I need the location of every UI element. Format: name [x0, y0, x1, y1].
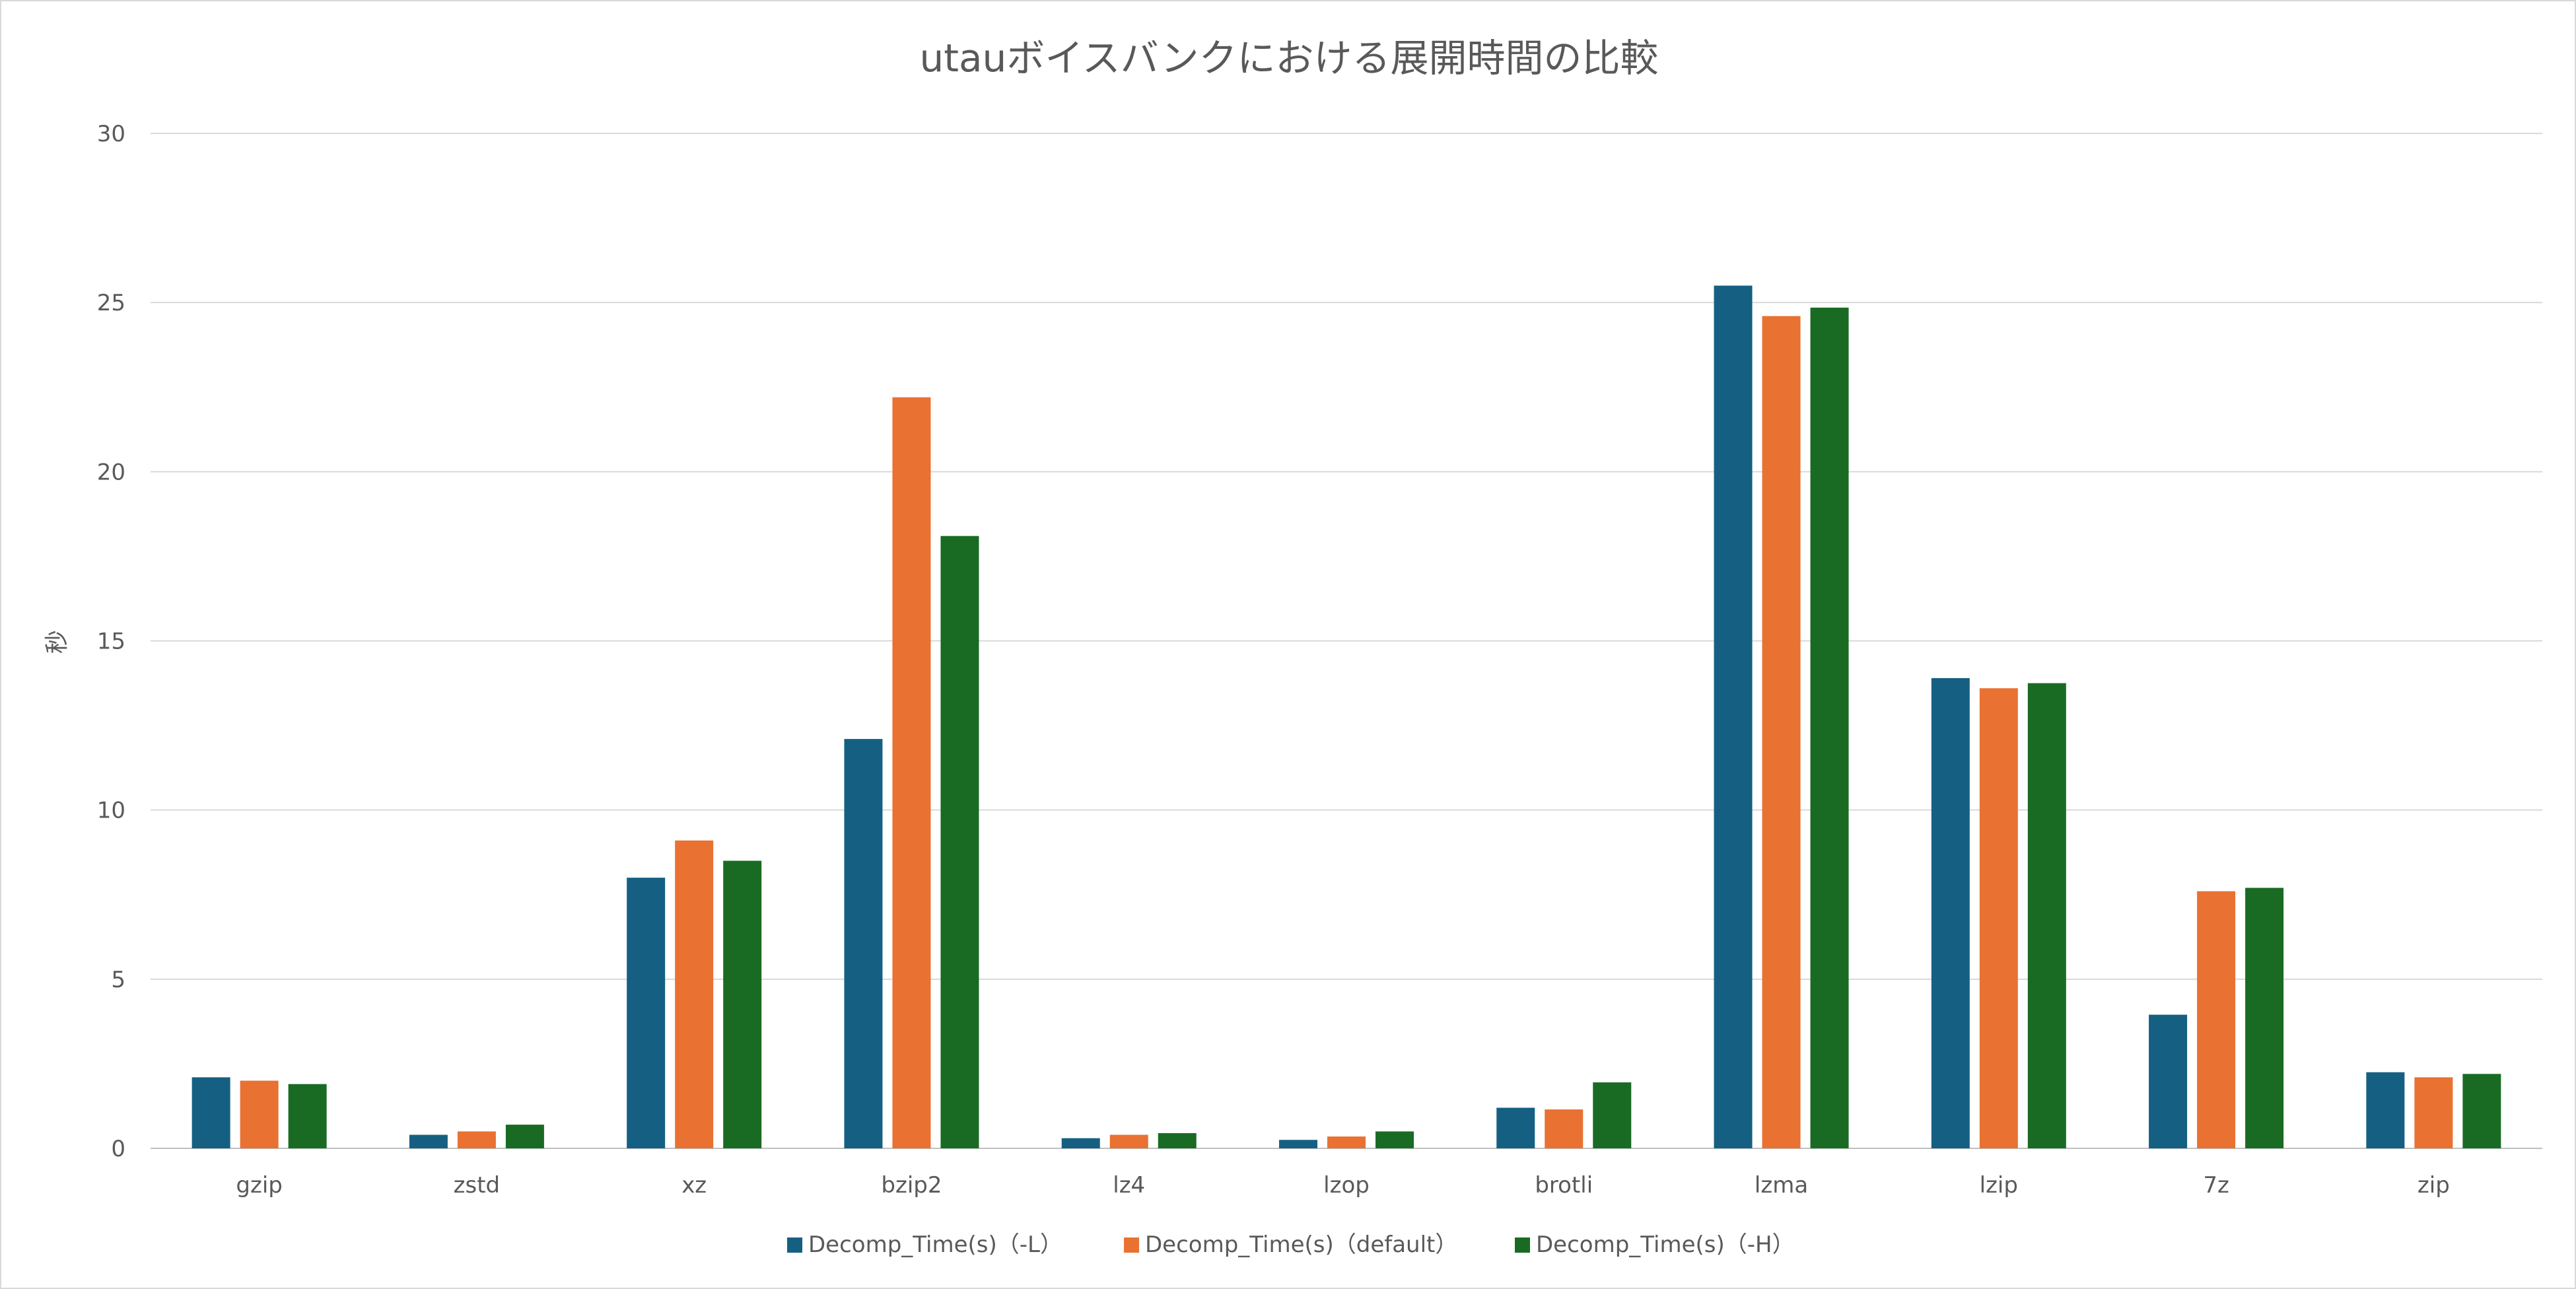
- bar-lzip-series-3: [2027, 683, 2066, 1148]
- bar-lzma-series-1: [1714, 285, 1753, 1148]
- bar-lzip-series-2: [1979, 688, 2018, 1148]
- legend-swatch: [1515, 1237, 1530, 1253]
- bar-zip-series-1: [2366, 1072, 2405, 1148]
- x-tick-label: zip: [2418, 1172, 2450, 1199]
- x-tick-label: xz: [681, 1172, 707, 1199]
- bar-lzip-series-1: [1931, 678, 1970, 1148]
- bar-lz4-series-2: [1109, 1134, 1148, 1148]
- bar-lzop-series-3: [1375, 1131, 1414, 1148]
- bar-lz4-series-1: [1061, 1138, 1100, 1148]
- bar-gzip-series-2: [240, 1080, 279, 1148]
- bars: [191, 285, 2501, 1148]
- legend: Decomp_Time(s)（-L） Decomp_Time(s)（default…: [787, 1232, 1795, 1258]
- bar-lzop-series-2: [1327, 1136, 1366, 1148]
- bar-bzip2-series-1: [844, 739, 883, 1148]
- y-tick-label: 25: [97, 290, 125, 316]
- y-axis-label: 秒: [44, 630, 71, 654]
- x-tick-label: lz4: [1113, 1172, 1145, 1199]
- bar-zip-series-2: [2414, 1077, 2453, 1148]
- legend-label: Decomp_Time(s)（default）: [1145, 1232, 1457, 1258]
- chart-title: utauボイスバンクにおける展開時間の比較: [920, 36, 1659, 81]
- legend-swatch: [787, 1237, 802, 1253]
- bar-brotli-series-1: [1496, 1107, 1535, 1148]
- bar-lzma-series-2: [1762, 316, 1801, 1148]
- x-tick-label: 7z: [2203, 1172, 2229, 1199]
- x-tick-label: lzop: [1323, 1172, 1370, 1199]
- legend-item: Decomp_Time(s)（-H）: [1515, 1232, 1795, 1258]
- y-tick-label: 20: [97, 459, 125, 485]
- y-tick-label: 5: [111, 967, 125, 993]
- legend-label: Decomp_Time(s)（-L）: [808, 1232, 1062, 1258]
- y-tick-label: 0: [111, 1136, 125, 1162]
- x-tick-label: lzma: [1755, 1172, 1808, 1199]
- x-tick-label: zstd: [454, 1172, 500, 1199]
- bar-7z-series-3: [2245, 888, 2284, 1148]
- x-tick-label: lzip: [1980, 1172, 2018, 1199]
- bar-xz-series-2: [675, 840, 714, 1148]
- legend-item: Decomp_Time(s)（-L）: [787, 1232, 1062, 1258]
- x-tick-label: bzip2: [881, 1172, 942, 1199]
- bar-gzip-series-1: [191, 1077, 230, 1148]
- bar-bzip2-series-2: [892, 397, 931, 1148]
- y-tick-label: 30: [97, 121, 125, 147]
- bar-brotli-series-2: [1545, 1109, 1584, 1148]
- bar-zstd-series-3: [505, 1125, 544, 1148]
- bar-lzma-series-3: [1810, 307, 1849, 1148]
- bar-lzop-series-1: [1279, 1140, 1317, 1148]
- legend-item: Decomp_Time(s)（default）: [1124, 1232, 1457, 1258]
- gridlines: [151, 133, 2542, 1149]
- y-axis-ticks: 0 5 10 15 20 25 30: [97, 121, 125, 1162]
- bar-lz4-series-3: [1158, 1132, 1197, 1148]
- y-tick-label: 15: [97, 629, 125, 655]
- bar-bzip2-series-3: [940, 536, 979, 1148]
- bar-xz-series-3: [723, 860, 762, 1148]
- bar-gzip-series-3: [288, 1084, 327, 1148]
- bar-zstd-series-2: [457, 1131, 496, 1148]
- legend-label: Decomp_Time(s)（-H）: [1536, 1232, 1795, 1258]
- x-axis-ticks: gzip zstd xz bzip2 lz4 lzop brotli lzma lzip 7z zi…: [236, 1172, 2449, 1199]
- y-tick-label: 10: [97, 798, 125, 824]
- bar-7z-series-1: [2149, 1014, 2188, 1148]
- bar-brotli-series-3: [1593, 1082, 1632, 1148]
- bar-zip-series-3: [2462, 1074, 2501, 1148]
- bar-xz-series-1: [627, 878, 666, 1148]
- x-tick-label: gzip: [236, 1172, 282, 1199]
- bar-zstd-series-1: [409, 1134, 448, 1148]
- legend-swatch: [1124, 1237, 1139, 1253]
- x-tick-label: brotli: [1535, 1172, 1593, 1199]
- bar-7z-series-2: [2197, 891, 2236, 1148]
